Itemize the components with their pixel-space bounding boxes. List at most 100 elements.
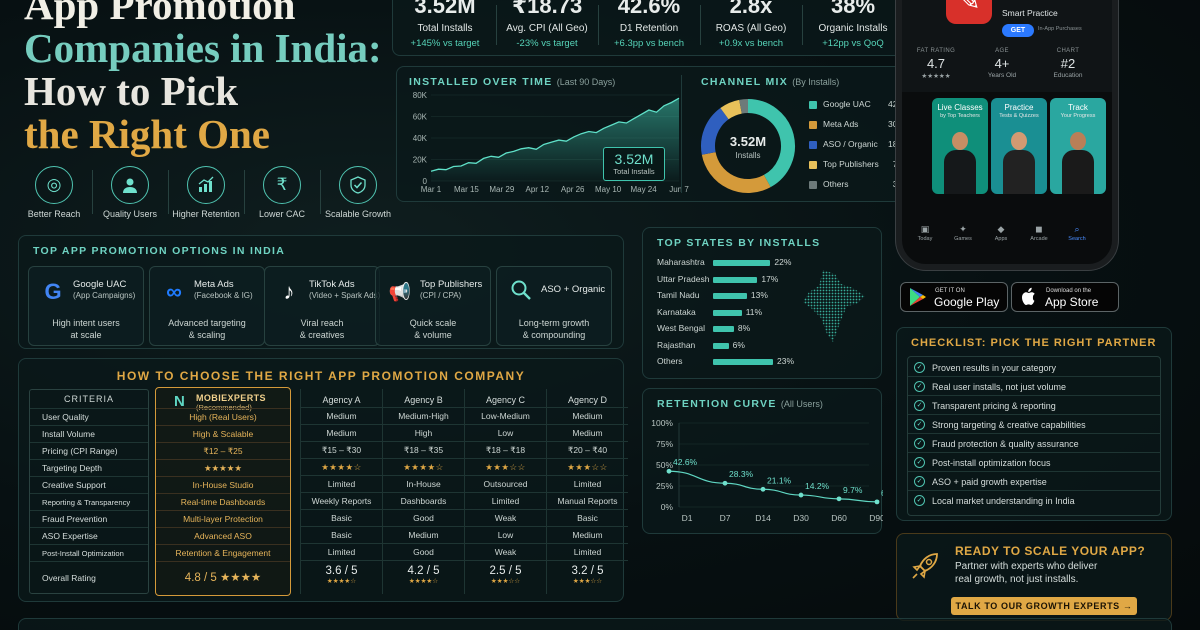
x-tick-label: Apr 26 xyxy=(561,185,585,194)
chart-subtitle: (All Users) xyxy=(780,399,823,409)
tab-label: Search xyxy=(1068,236,1086,242)
agency-cell: Limited xyxy=(465,492,546,509)
kpi-label: Organic Installs xyxy=(818,23,888,34)
badge-big-text: App Store xyxy=(1045,295,1099,309)
state-row: Uttar Pradesh 17% xyxy=(657,273,887,287)
agency-cell: ₹18 – ₹18 xyxy=(465,441,546,458)
agency-b-column: Agency B Medium-High High ₹18 – ₹35 ★★★★… xyxy=(383,389,464,594)
feature-label: Higher Retention xyxy=(172,209,240,219)
google-icon: G xyxy=(44,279,62,304)
state-pct: 23% xyxy=(777,356,795,366)
agency-cell: Weekly Reports xyxy=(301,492,382,509)
desc-line: Viral reach xyxy=(300,318,344,328)
shield-check-icon xyxy=(339,166,377,204)
criteria-row: Post-Install Optimization xyxy=(30,544,148,561)
app-card-live-classes[interactable]: Live Classes by Top Teachers xyxy=(932,98,988,194)
app-store-badge[interactable]: Download on the App Store xyxy=(1011,282,1119,312)
arcade-icon: ◼ xyxy=(1035,224,1043,234)
legend-entry: ASO / Organic18% xyxy=(809,139,905,151)
checklist-box: ✓ Proven results in your category ✓ Real u… xyxy=(907,356,1161,516)
state-bar xyxy=(713,326,734,332)
legend-entry: Google UAC42% xyxy=(809,99,905,111)
agency-cell: In-House xyxy=(383,475,464,492)
states-panel: TOP STATES BY INSTALLS Maharashtra 22% Utt… xyxy=(642,227,882,379)
kpi-delta: -23% vs target xyxy=(516,38,578,49)
tab-search[interactable]: ⌕ Search xyxy=(1062,224,1092,242)
agency-c-column: Agency C Low-Medium Low ₹18 – ₹18 ★★★☆☆ … xyxy=(465,389,546,594)
checklist-item: ✓ Strong targeting & creative capabilitie… xyxy=(908,416,1160,434)
option-google-uac[interactable]: G Google UAC (App Campaigns) High intent… xyxy=(28,266,144,346)
option-desc: Advanced targeting & scaling xyxy=(150,317,264,341)
agency-cell: Weak xyxy=(465,509,546,526)
tab-arcade[interactable]: ◼ Arcade xyxy=(1024,224,1054,242)
rating-value: 3.6 / 5 xyxy=(325,565,358,577)
legend-label: Google UAC xyxy=(823,99,871,109)
state-name: Uttar Pradesh xyxy=(657,273,710,284)
check-icon: ✓ xyxy=(914,419,925,430)
agency-cell: Medium xyxy=(301,407,382,424)
rupee-icon: ₹ xyxy=(263,166,301,204)
option-desc: Quick scale & volume xyxy=(376,317,490,341)
option-sub: (Video + Spark Ads) xyxy=(309,291,381,300)
chart-title: INSTALLED OVER TIME xyxy=(409,76,553,88)
x-tick-label: D7 xyxy=(720,513,731,523)
state-bar xyxy=(713,342,729,349)
app-card-track[interactable]: Track Your Progress xyxy=(1050,98,1106,194)
x-tick-label: D1 xyxy=(682,513,693,523)
channel-mix-chart: 3.52M Installs Google UAC42% Meta Ads30% A… xyxy=(689,91,909,201)
student-avatar xyxy=(1003,132,1035,194)
option-name: Top Publishers xyxy=(420,279,483,290)
option-top-publishers[interactable]: 📢 Top Publishers (CPI / CPA) Quick scale… xyxy=(375,266,491,346)
divider xyxy=(546,389,547,594)
legend-entry: Others3% xyxy=(809,179,905,191)
search-icon: ⌕ xyxy=(1074,224,1080,234)
x-tick-label: Mar 15 xyxy=(454,185,479,194)
app-card-practice[interactable]: Practice Tests & Quizzes xyxy=(991,98,1047,194)
option-aso-organic[interactable]: ASO + Organic Long-term growth & compound… xyxy=(496,266,612,346)
divider xyxy=(700,5,701,45)
state-row: Maharashtra 22% xyxy=(657,256,887,270)
stat-key: AGE xyxy=(995,48,1009,54)
divider xyxy=(681,75,682,193)
agency-rating: 2.5 / 5 ★★★☆☆ xyxy=(465,560,546,594)
desc-line: High intent users xyxy=(52,318,120,328)
retention-point xyxy=(874,499,880,505)
tab-apps[interactable]: ◆ Apps xyxy=(986,224,1016,242)
desc-line: & scaling xyxy=(188,330,226,340)
option-meta-ads[interactable]: ∞ Meta Ads (Facebook & IG) Advanced targ… xyxy=(149,266,265,346)
featured-agency-tag: (Recommended) xyxy=(196,403,252,412)
installs-callout: 3.52M Total Installs xyxy=(603,147,665,181)
y-tick-label: 50% xyxy=(656,460,673,470)
agency-d-column: Agency D Medium Medium ₹20 – ₹40 ★★★☆☆ L… xyxy=(547,389,628,594)
y-tick-label: 20K xyxy=(413,156,428,165)
rating-value: 4.2 / 5 xyxy=(407,565,440,577)
agency-cell: ★★★☆☆ xyxy=(547,458,628,475)
state-bar xyxy=(713,359,773,365)
tab-label: Apps xyxy=(994,236,1008,242)
state-bar xyxy=(713,293,747,299)
tab-label: Arcade xyxy=(1030,236,1048,242)
callout-label: Total Installs xyxy=(613,167,655,176)
checklist-text: Local market understanding in India xyxy=(932,496,1075,506)
google-play-badge[interactable]: GET IT ON Google Play xyxy=(900,282,1008,312)
option-sub: (App Campaigns) xyxy=(73,291,136,300)
agency-cell: ₹15 – ₹30 xyxy=(301,441,382,458)
card-sub: Your Progress xyxy=(1060,113,1096,119)
kpi-value: ₹18.73 xyxy=(511,0,583,18)
tiktok-icon: ♪ xyxy=(283,279,295,304)
feature-label: Better Reach xyxy=(27,209,81,219)
tab-today[interactable]: ▣ Today xyxy=(910,224,940,242)
agency-cell: Limited xyxy=(301,475,382,492)
agency-cell: Medium xyxy=(547,407,628,424)
legend-swatch xyxy=(809,121,817,129)
option-tiktok-ads[interactable]: ♪ TikTok Ads (Video + Spark Ads) Viral r… xyxy=(264,266,380,346)
y-tick-label: 0 xyxy=(423,177,428,186)
phone-mockup: ✎ Smart Practice GET In-App Purchases FA… xyxy=(896,0,1118,270)
get-button[interactable]: GET xyxy=(1002,24,1034,37)
installs-line-chart: 0 20K 40K 60K 80K Mar 1 Mar 15 Mar 29 Apr 12 Apr … xyxy=(413,91,689,194)
state-pct: 13% xyxy=(750,290,768,300)
tab-games[interactable]: ✦ Games xyxy=(948,224,978,242)
badge-big-text: Google Play xyxy=(934,295,1000,309)
talk-to-experts-button[interactable]: TALK TO OUR GROWTH EXPERTS → xyxy=(951,597,1137,615)
agency-cell: Good xyxy=(383,509,464,526)
